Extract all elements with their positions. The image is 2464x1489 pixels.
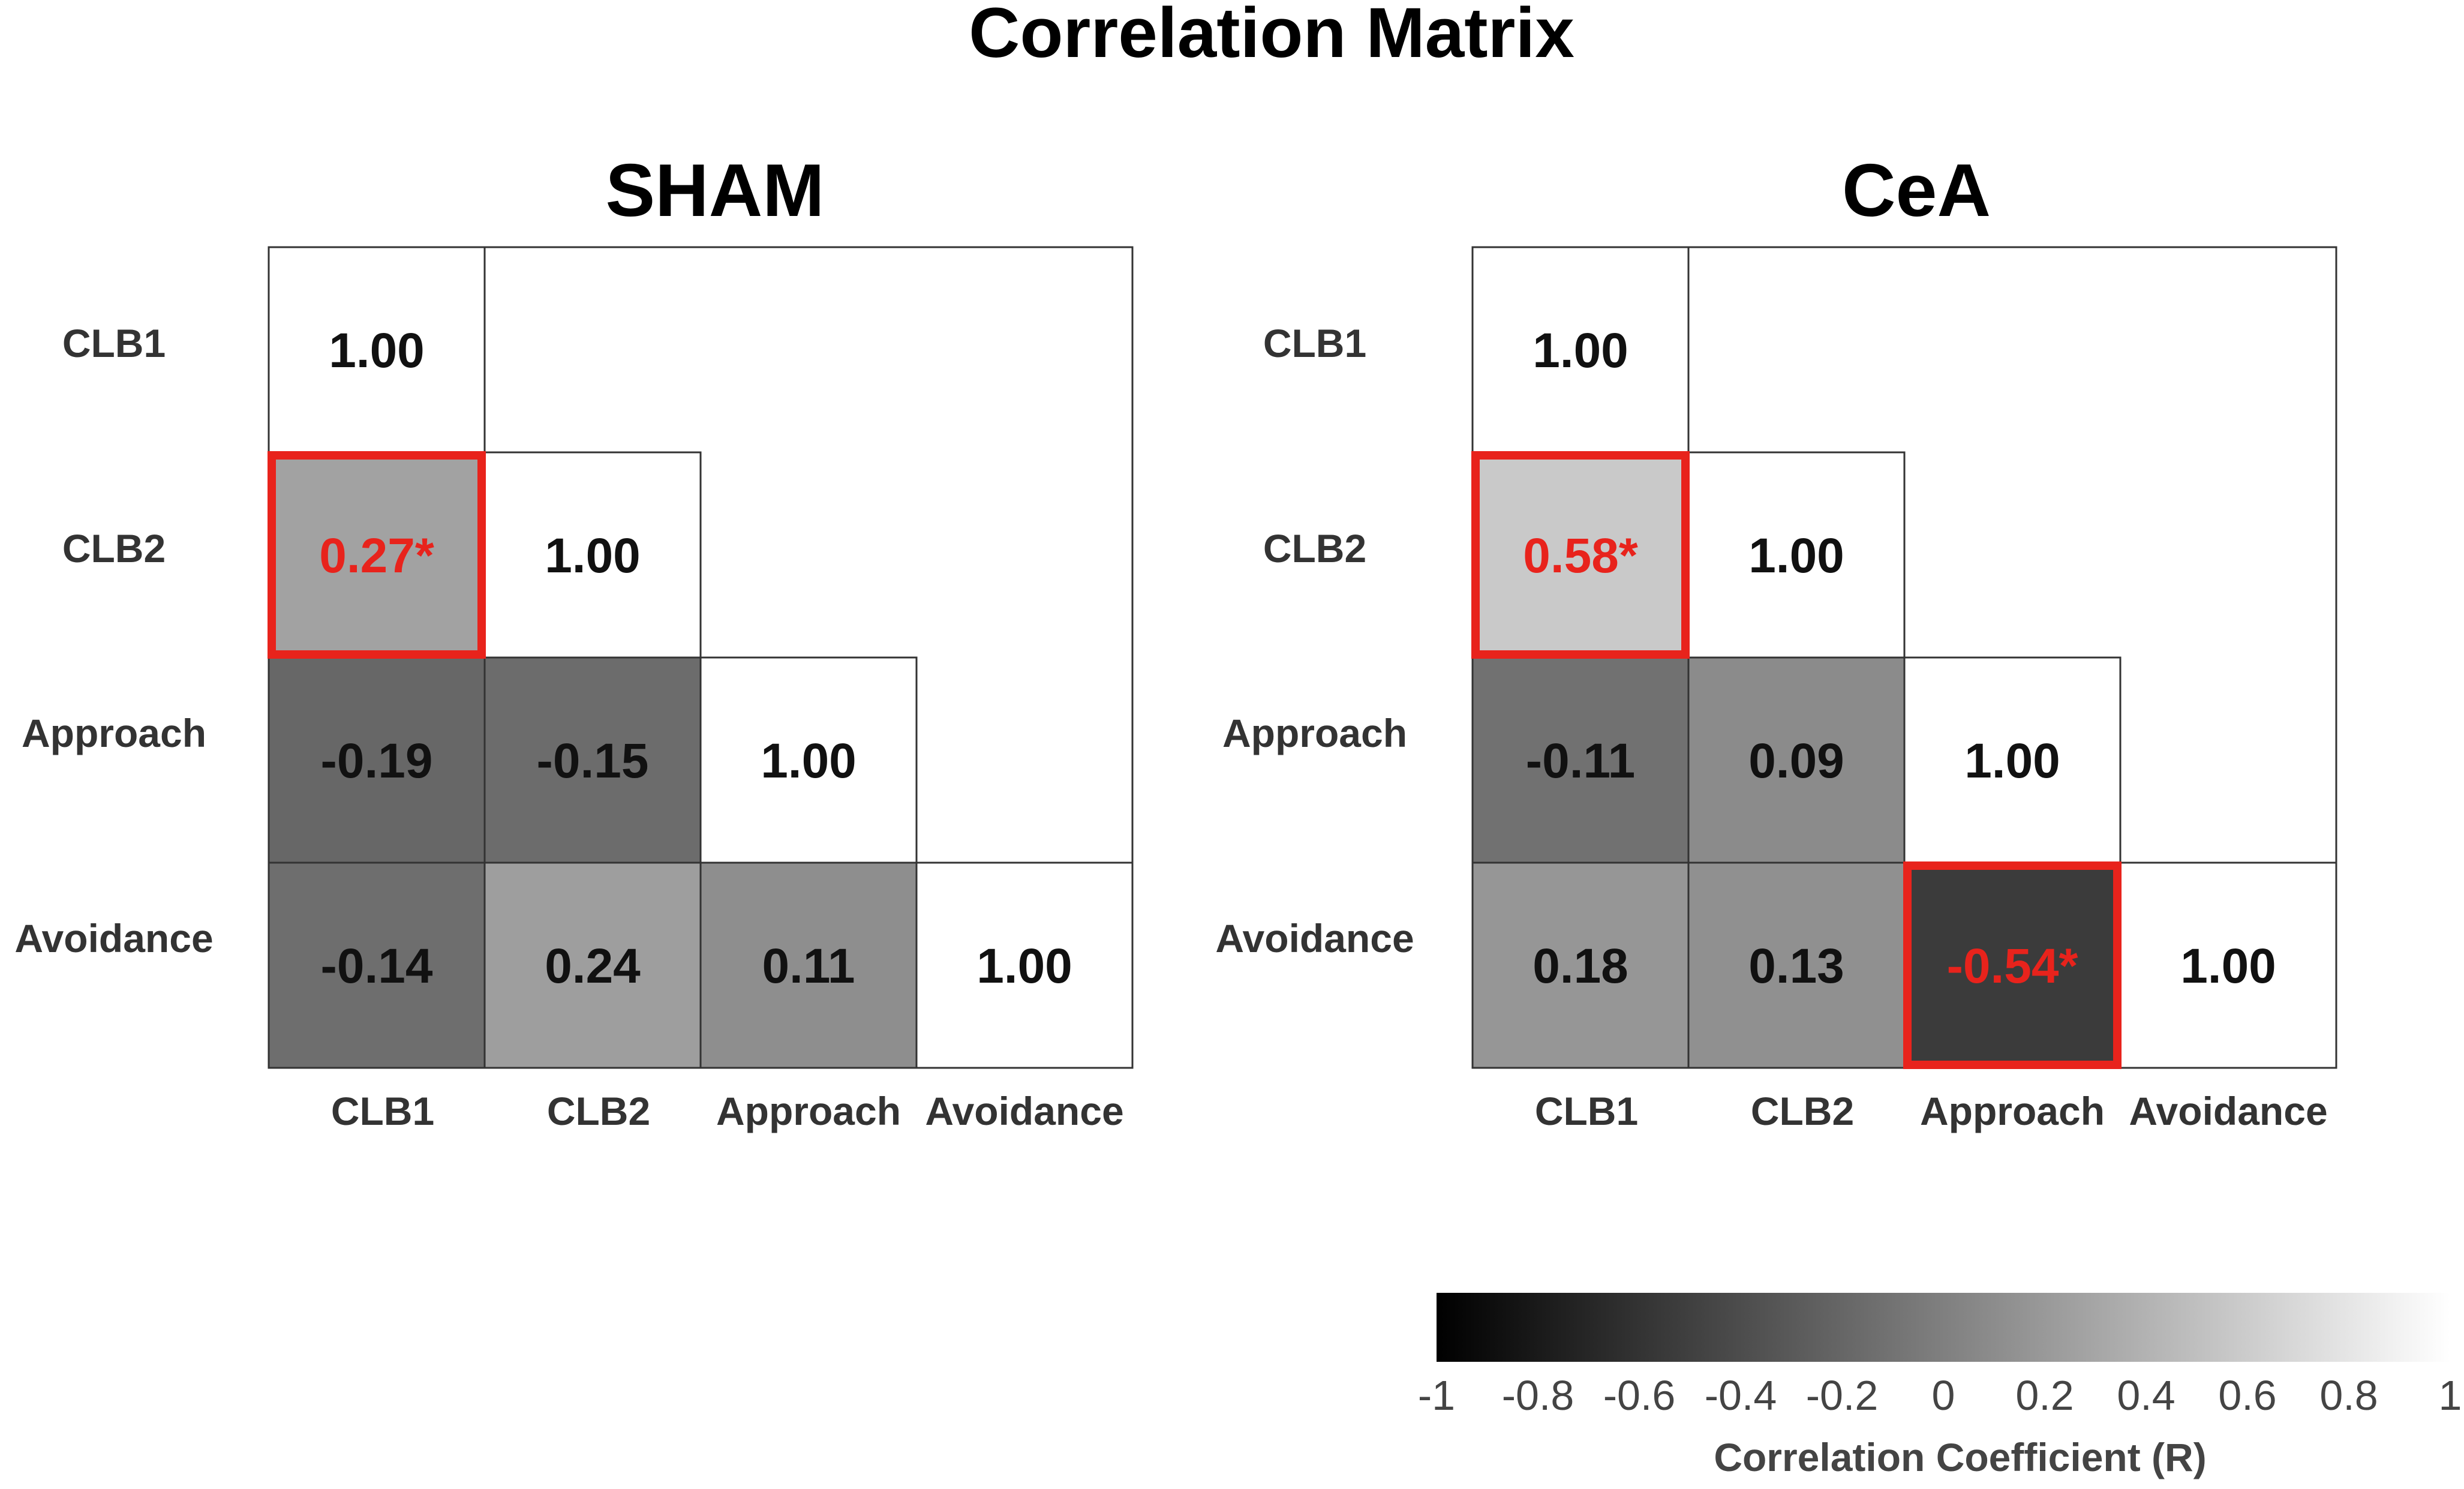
row-label: CLB2 xyxy=(62,526,166,571)
heatmap-cell xyxy=(268,451,486,659)
row-label: CLB1 xyxy=(62,321,166,365)
cell-value-label: 1.00 xyxy=(976,939,1072,993)
column-label: CLB1 xyxy=(1535,1089,1638,1133)
column-label: Avoidance xyxy=(925,1089,1123,1133)
cell-value-label: -0.14 xyxy=(321,939,433,993)
colorbar-tick-label: 1 xyxy=(2439,1372,2462,1419)
cell-value-label: -0.19 xyxy=(321,734,433,788)
heatmap-cell xyxy=(1471,656,1690,864)
cell-value-label: 0.58* xyxy=(1523,529,1638,583)
colorbar-tick-label: -0.8 xyxy=(1502,1372,1574,1419)
column-label: Avoidance xyxy=(2129,1089,2327,1133)
cell-value-label: 1.00 xyxy=(761,734,857,788)
cell-value-label: 0.27* xyxy=(319,529,434,583)
colorbar-tick-label: -0.4 xyxy=(1705,1372,1777,1419)
row-label: Avoidance xyxy=(1215,916,1414,960)
cell-value-label: 0.13 xyxy=(1748,939,1844,993)
heatmap-cell xyxy=(483,861,702,1069)
colorbar-gradient xyxy=(1437,1293,2450,1362)
colorbar-tick-label: -0.6 xyxy=(1603,1372,1676,1419)
cell-value-label: -0.15 xyxy=(537,734,649,788)
column-label: CLB2 xyxy=(1751,1089,1854,1133)
cell-value-label: 0.11 xyxy=(762,939,855,993)
panel-sham: SHAM 1.00 0.27* 1.00 -0.19 -0.15 1.00 -0.14 0.24… xyxy=(14,149,1134,1133)
figure-title: Correlation Matrix xyxy=(969,0,1574,73)
row-label: CLB2 xyxy=(1263,526,1366,571)
row-label: Avoidance xyxy=(14,916,213,960)
heatmap-cell xyxy=(1903,861,2122,1069)
heatmap-panels: SHAM 1.00 0.27* 1.00 -0.19 -0.15 1.00 -0.14 0.24… xyxy=(14,149,2337,1133)
row-label: Approach xyxy=(1222,711,1407,755)
colorbar-tick-label: 0.8 xyxy=(2319,1372,2378,1419)
column-label: CLB2 xyxy=(547,1089,650,1133)
heatmap-cell xyxy=(268,861,486,1069)
heatmap-cell xyxy=(268,656,486,864)
colorbar-tick-label: 0.2 xyxy=(2015,1372,2074,1419)
heatmap-cell xyxy=(1471,451,1690,659)
colorbar-ticks: -1 -0.8 -0.6 -0.4 -0.2 0 0.2 0.4 0.6 0.8 1 xyxy=(1418,1372,2462,1419)
significance-highlight xyxy=(1903,861,2122,1069)
heatmap-cell xyxy=(1471,246,1690,454)
cell-value-label: 1.00 xyxy=(1533,323,1628,378)
cell-value-label: 1.00 xyxy=(329,323,425,378)
panel-cea: CeA 1.00 0.58* 1.00 -0.11 0.09 1.00 0.18 0.13 -0.… xyxy=(1215,149,2337,1133)
cell-value-label: 1.00 xyxy=(1748,529,1844,583)
cell-value-label: 1.00 xyxy=(545,529,641,583)
significance-highlight xyxy=(268,451,486,659)
colorbar-tick-label: -1 xyxy=(1418,1372,1455,1419)
panel-title: SHAM xyxy=(605,149,824,232)
column-label: Approach xyxy=(1920,1089,2105,1133)
heatmap-cell xyxy=(1687,861,1906,1069)
cell-value-label: -0.54* xyxy=(1947,939,2078,993)
colorbar-title: Correlation Coefficient (R) xyxy=(1714,1435,2206,1479)
heatmap-cell xyxy=(483,451,702,659)
colorbar: -1 -0.8 -0.6 -0.4 -0.2 0 0.2 0.4 0.6 0.8 1 Correla… xyxy=(1418,1293,2462,1479)
heatmap-cell xyxy=(2119,861,2337,1069)
cell-value-label: 0.24 xyxy=(545,939,641,993)
cell-value-label: 1.00 xyxy=(1964,734,2060,788)
heatmap-cell xyxy=(915,861,1134,1069)
colorbar-tick-label: 0.6 xyxy=(2218,1372,2276,1419)
colorbar-tick-label: 0 xyxy=(1932,1372,1955,1419)
cell-value-label: 0.18 xyxy=(1533,939,1628,993)
cell-value-label: 0.09 xyxy=(1748,734,1844,788)
colorbar-tick-label: -0.2 xyxy=(1806,1372,1879,1419)
heatmap-cell xyxy=(1903,656,2122,864)
significance-highlight xyxy=(1471,451,1690,659)
heatmap-cell xyxy=(699,861,918,1069)
column-label: Approach xyxy=(716,1089,901,1133)
row-label: CLB1 xyxy=(1263,321,1366,365)
cell-value-label: -0.11 xyxy=(1526,734,1635,788)
cell-value-label: 1.00 xyxy=(2180,939,2276,993)
column-label: CLB1 xyxy=(331,1089,434,1133)
colorbar-tick-label: 0.4 xyxy=(2117,1372,2175,1419)
panel-title: CeA xyxy=(1842,149,1991,232)
row-label: Approach xyxy=(22,711,206,755)
heatmap-cell xyxy=(699,656,918,864)
heatmap-cell xyxy=(268,246,486,454)
